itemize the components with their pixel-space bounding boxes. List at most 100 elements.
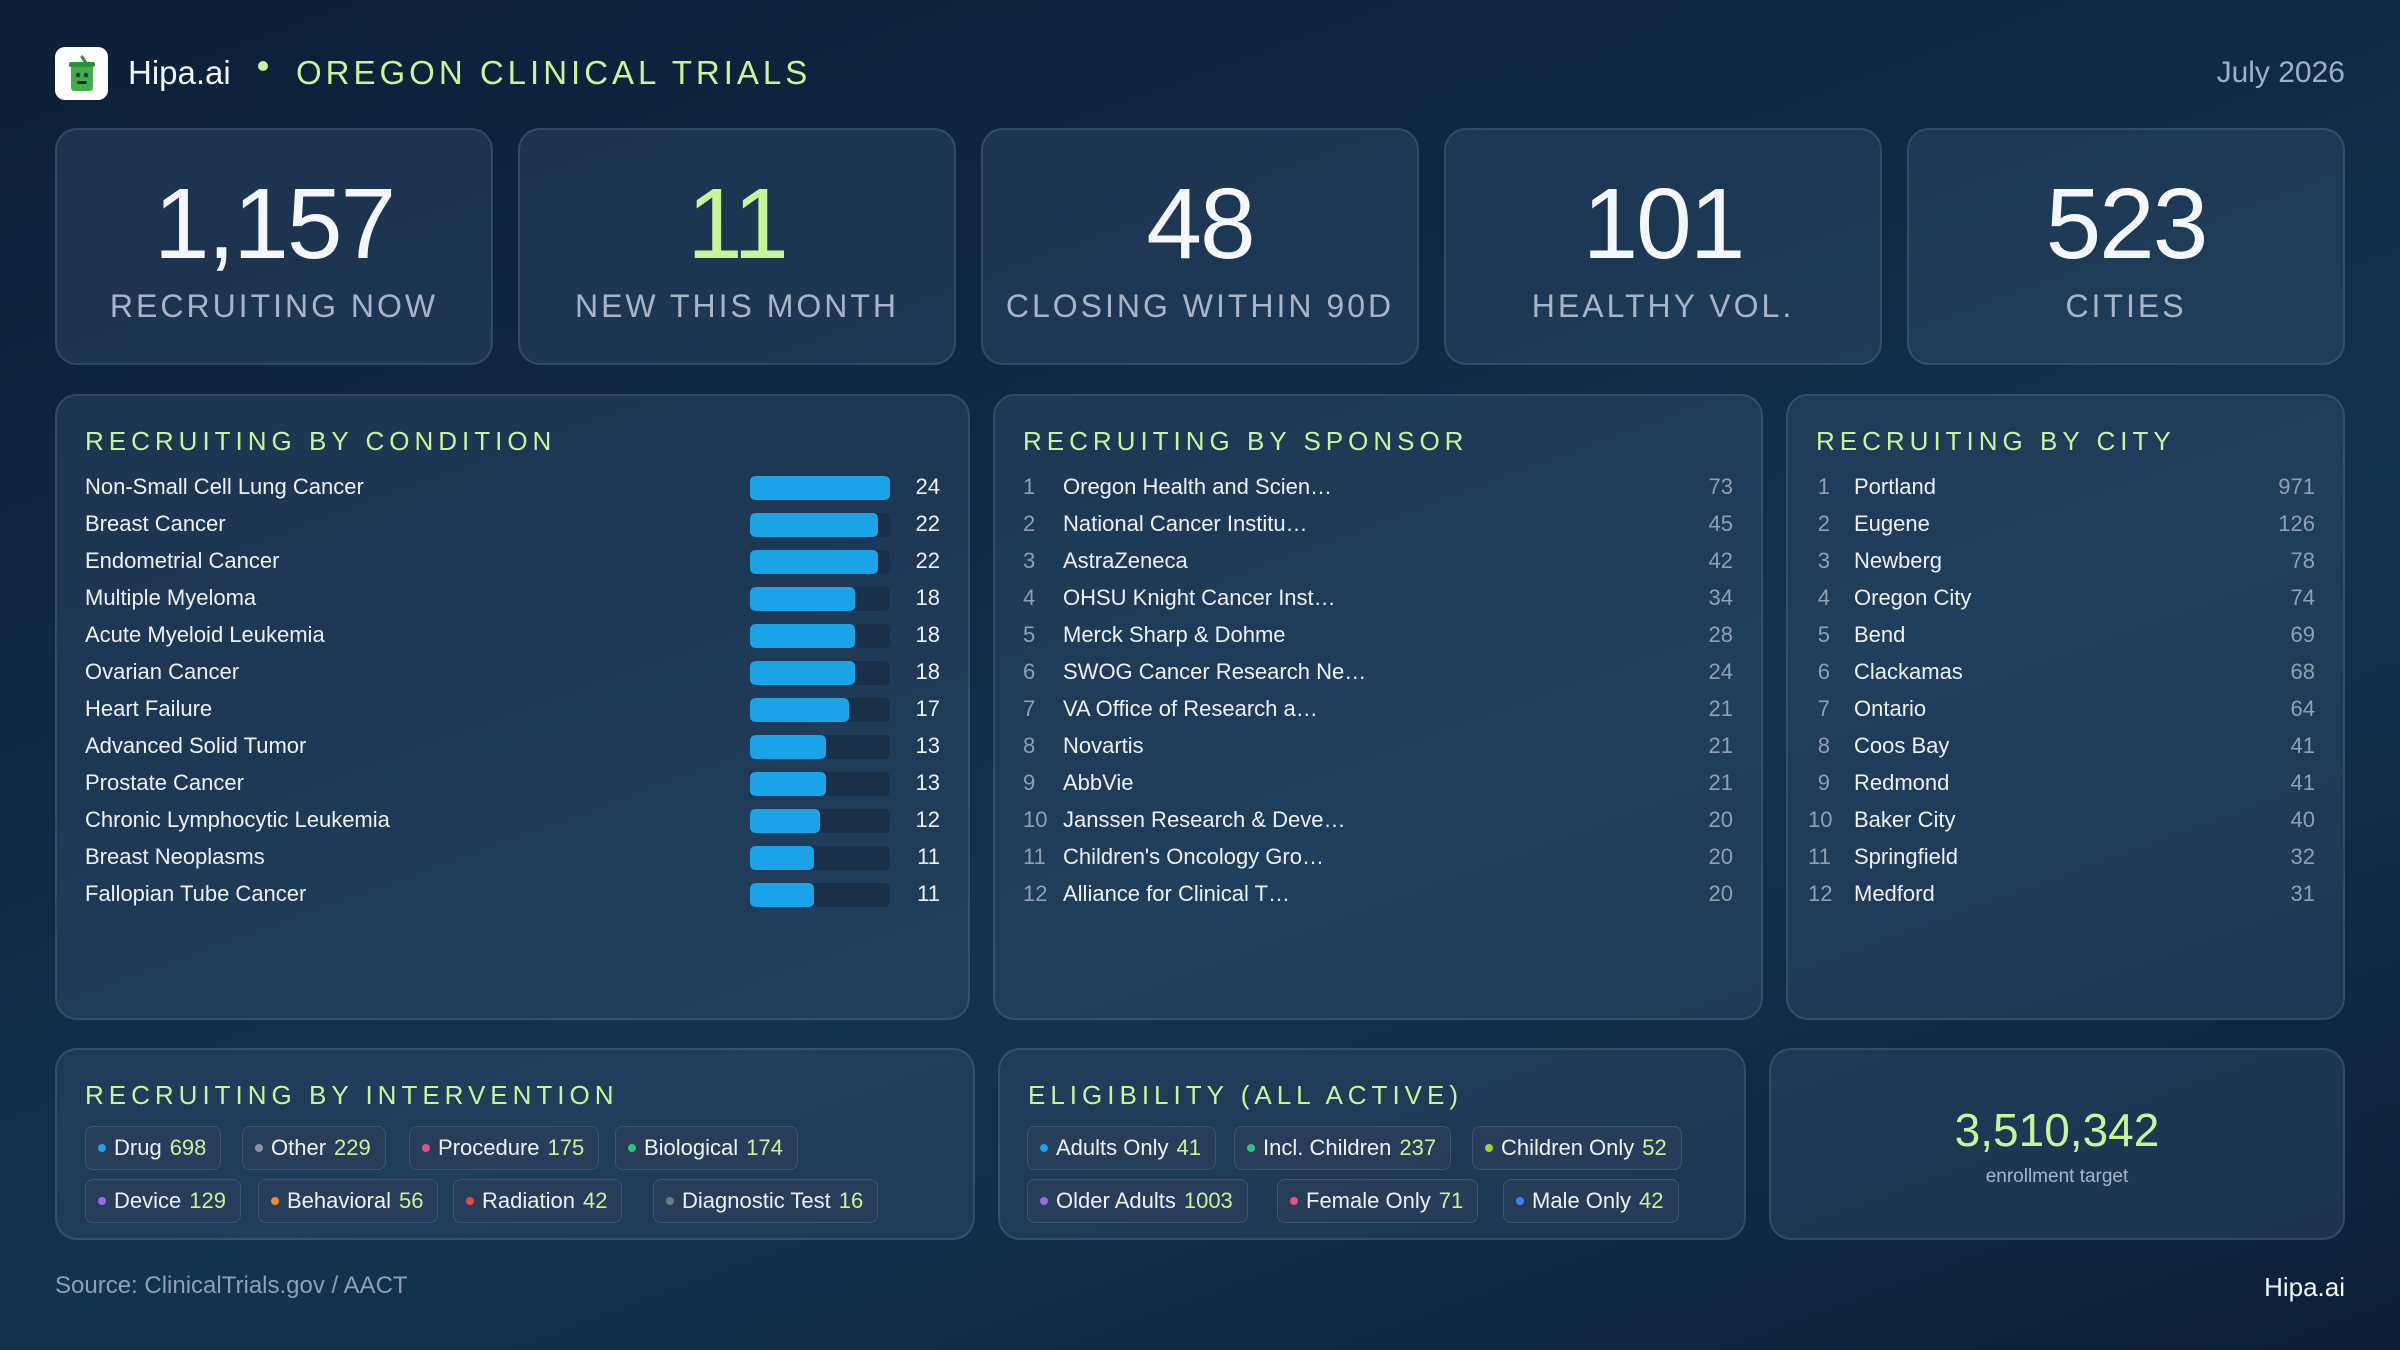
item-count: 45 <box>1708 511 1733 536</box>
condition-count: 24 <box>915 474 940 499</box>
condition-bar-track <box>750 735 890 759</box>
condition-bar <box>750 846 815 870</box>
sponsor-row[interactable]: 11 Children's Oncology Gro… 20 <box>995 837 1761 874</box>
condition-bar-track <box>750 661 890 685</box>
filter-chip[interactable]: Device 129 <box>85 1179 241 1223</box>
kpi-value: 48 <box>1146 168 1255 280</box>
page-title: OREGON CLINICAL TRIALS <box>296 54 812 91</box>
city-row[interactable]: 4 Oregon City 74 <box>1788 578 2343 615</box>
filter-chip[interactable]: Drug 698 <box>85 1126 222 1170</box>
condition-row[interactable]: Endometrial Cancer 22 <box>57 541 968 578</box>
sponsor-row[interactable]: 6 SWOG Cancer Research Ne… 24 <box>995 652 1761 689</box>
condition-count: 22 <box>915 511 940 536</box>
rank-number: 1 <box>1817 474 1830 499</box>
condition-row[interactable]: Chronic Lymphocytic Leukemia 12 <box>57 800 968 837</box>
source-note: Source: ClinicalTrials.gov / AACT <box>55 1272 408 1299</box>
app-logo[interactable] <box>55 47 108 100</box>
city-row[interactable]: 9 Redmond 41 <box>1788 763 2343 800</box>
sponsor-row[interactable]: 5 Merck Sharp & Dohme 28 <box>995 615 1761 652</box>
condition-row[interactable]: Heart Failure 17 <box>57 689 968 726</box>
rank-number: 7 <box>1817 696 1830 721</box>
filter-chip[interactable]: Older Adults 1003 <box>1027 1179 1248 1223</box>
chip-dot-icon <box>1290 1197 1298 1205</box>
condition-bar-track <box>750 698 890 722</box>
rank-number: 9 <box>1023 770 1036 795</box>
condition-row[interactable]: Ovarian Cancer 18 <box>57 652 968 689</box>
sponsor-row[interactable]: 9 AbbVie 21 <box>995 763 1761 800</box>
condition-name: Chronic Lymphocytic Leukemia <box>85 807 390 832</box>
condition-row[interactable]: Fallopian Tube Cancer 11 <box>57 874 968 911</box>
city-row[interactable]: 12 Medford 31 <box>1788 874 2343 911</box>
filter-chip[interactable]: Biological 174 <box>615 1126 798 1170</box>
city-row[interactable]: 11 Springfield 32 <box>1788 837 2343 874</box>
sponsor-row[interactable]: 8 Novartis 21 <box>995 726 1761 763</box>
condition-row[interactable]: Prostate Cancer 13 <box>57 763 968 800</box>
panel-title: RECRUITING BY SPONSOR <box>1023 426 1469 456</box>
condition-row[interactable]: Non-Small Cell Lung Cancer 24 <box>57 467 968 504</box>
city-row[interactable]: 6 Clackamas 68 <box>1788 652 2343 689</box>
panel-title: RECRUITING BY CONDITION <box>85 426 557 456</box>
rank-number: 12 <box>1808 881 1833 906</box>
rank-number: 8 <box>1817 733 1830 758</box>
city-row[interactable]: 3 Newberg 78 <box>1788 541 2343 578</box>
rank-number: 4 <box>1023 585 1036 610</box>
condition-row[interactable]: Acute Myeloid Leukemia 18 <box>57 615 968 652</box>
condition-bar <box>750 550 879 574</box>
rank-number: 6 <box>1023 659 1036 684</box>
sponsor-row[interactable]: 3 AstraZeneca 42 <box>995 541 1761 578</box>
rank-number: 5 <box>1023 622 1036 647</box>
item-count: 74 <box>2290 585 2315 610</box>
sponsor-row[interactable]: 7 VA Office of Research a… 21 <box>995 689 1761 726</box>
item-count: 21 <box>1708 770 1733 795</box>
condition-count: 12 <box>915 807 940 832</box>
city-row[interactable]: 2 Eugene 126 <box>1788 504 2343 541</box>
filter-chip[interactable]: Incl. Children 237 <box>1234 1126 1452 1170</box>
condition-count: 22 <box>915 548 940 573</box>
condition-bar-track <box>750 587 890 611</box>
chip-count: 42 <box>1639 1188 1664 1213</box>
sponsor-row[interactable]: 1 Oregon Health and Scien… 73 <box>995 467 1761 504</box>
panel-title: ELIGIBILITY (ALL ACTIVE) <box>1028 1080 1464 1110</box>
city-panel: RECRUITING BY CITY 1 Portland 971 2 Eugene 12… <box>1786 394 2345 1020</box>
sponsor-row[interactable]: 2 National Cancer Institu… 45 <box>995 504 1761 541</box>
item-name: Clackamas <box>1854 659 1963 684</box>
enrollment-target-value: 3,510,342 <box>1954 1104 2160 1156</box>
condition-count: 17 <box>915 696 940 721</box>
item-name: Children's Oncology Gro… <box>1063 844 1324 869</box>
filter-chip[interactable]: Behavioral 56 <box>258 1179 439 1223</box>
filter-chip[interactable]: Procedure 175 <box>409 1126 600 1170</box>
filter-chip[interactable]: Female Only 71 <box>1277 1179 1479 1223</box>
condition-bar-track <box>750 809 890 833</box>
condition-bar <box>750 476 890 500</box>
city-row[interactable]: 5 Bend 69 <box>1788 615 2343 652</box>
filter-chip[interactable]: Other 229 <box>242 1126 386 1170</box>
chip-label: Incl. Children <box>1263 1135 1392 1160</box>
city-row[interactable]: 8 Coos Bay 41 <box>1788 726 2343 763</box>
rank-number: 9 <box>1817 770 1830 795</box>
filter-chip[interactable]: Adults Only 41 <box>1027 1126 1216 1170</box>
city-row[interactable]: 7 Ontario 64 <box>1788 689 2343 726</box>
kpi-label: HEALTHY VOL. <box>1531 288 1795 324</box>
filter-chip[interactable]: Radiation 42 <box>453 1179 623 1223</box>
chip-dot-icon <box>1040 1144 1048 1152</box>
enrollment-target-label: enrollment target <box>1985 1166 2129 1187</box>
condition-row[interactable]: Breast Neoplasms 11 <box>57 837 968 874</box>
item-count: 69 <box>2290 622 2315 647</box>
sponsor-row[interactable]: 10 Janssen Research & Deve… 20 <box>995 800 1761 837</box>
condition-row[interactable]: Breast Cancer 22 <box>57 504 968 541</box>
city-row[interactable]: 1 Portland 971 <box>1788 467 2343 504</box>
rank-number: 6 <box>1817 659 1830 684</box>
filter-chip[interactable]: Diagnostic Test 16 <box>653 1179 879 1223</box>
chip-dot-icon <box>271 1197 279 1205</box>
condition-row[interactable]: Advanced Solid Tumor 13 <box>57 726 968 763</box>
filter-chip[interactable]: Children Only 52 <box>1472 1126 1682 1170</box>
item-name: Baker City <box>1854 807 1956 832</box>
condition-bar <box>750 772 826 796</box>
chip-count: 237 <box>1399 1135 1437 1160</box>
filter-chip[interactable]: Male Only 42 <box>1503 1179 1679 1223</box>
condition-row[interactable]: Multiple Myeloma 18 <box>57 578 968 615</box>
city-row[interactable]: 10 Baker City 40 <box>1788 800 2343 837</box>
sponsor-row[interactable]: 12 Alliance for Clinical T… 20 <box>995 874 1761 911</box>
chip-count: 42 <box>582 1188 608 1213</box>
sponsor-row[interactable]: 4 OHSU Knight Cancer Inst… 34 <box>995 578 1761 615</box>
